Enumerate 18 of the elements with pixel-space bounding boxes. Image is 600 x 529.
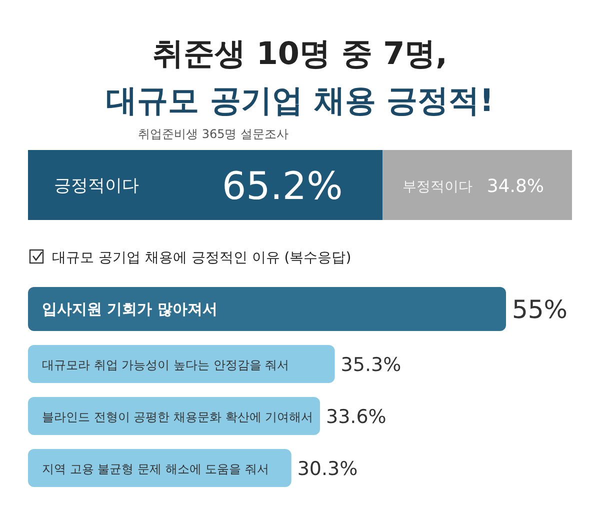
- y-tick-label: 블라인드 전형이 공평한 채용문화 확산에 기여해서: [42, 410, 314, 424]
- y-tick-label: 입사지원 기회가 많아져서: [42, 300, 218, 318]
- series-label: 긍정적이다: [54, 176, 139, 196]
- bar: [28, 397, 320, 435]
- data-label: 33.6%: [326, 406, 386, 428]
- bar: [28, 345, 335, 383]
- data-label: 65.2%: [222, 164, 343, 208]
- chart-title: 취준생 10명 중 7명, 대규모 공기업 채용 긍정적!: [106, 36, 494, 119]
- data-label: 55%: [512, 295, 568, 324]
- chart-title: 대규모 공기업 채용에 긍정적인 이유 (복수응답): [52, 250, 352, 266]
- data-label: 30.3%: [297, 458, 358, 480]
- chart-subtitle: 취업준비생 365명 설문조사: [138, 127, 289, 141]
- data-label: 34.8%: [486, 176, 544, 197]
- bar: [28, 449, 292, 487]
- data-label: 35.3%: [340, 354, 402, 376]
- series-label: 부정적이다: [402, 179, 473, 195]
- y-tick-label: 지역 고용 불균형 문제 해소에 도움을 줘서: [42, 462, 269, 476]
- y-tick-label: 대규모라 취업 가능성이 높다는 안정감을 줘서: [42, 358, 290, 372]
